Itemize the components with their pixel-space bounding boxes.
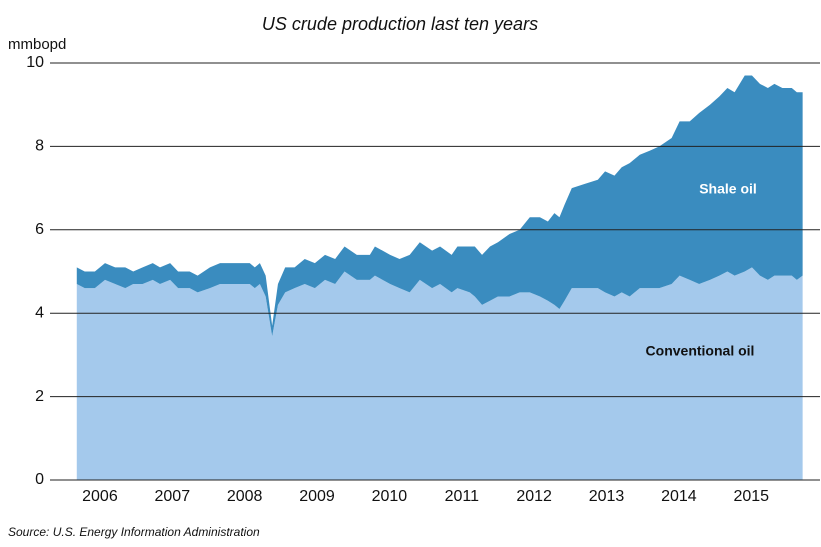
y-axis-label: mmbopd	[8, 36, 66, 53]
y-tick-label: 8	[35, 138, 44, 155]
x-tick-label: 2007	[155, 488, 191, 505]
area	[76, 75, 803, 337]
x-tick-label: 2012	[516, 488, 552, 505]
y-tick-label: 2	[35, 388, 44, 405]
x-tick-label: 2006	[82, 488, 118, 505]
x-tick-label: 2014	[661, 488, 697, 505]
x-tick-label: 2009	[299, 488, 335, 505]
x-tick-label: 2013	[589, 488, 625, 505]
area	[76, 267, 803, 480]
x-tick-label: 2010	[372, 488, 408, 505]
x-tick-label: 2015	[733, 488, 769, 505]
y-tick-label: 6	[35, 221, 44, 238]
x-tick-label: 2011	[445, 488, 480, 505]
series-label: Conventional oil	[646, 343, 755, 359]
y-tick-label: 0	[35, 471, 44, 488]
x-tick-label: 2008	[227, 488, 263, 505]
y-tick-label: 4	[35, 304, 44, 321]
series-label: Shale oil	[699, 181, 757, 197]
source-note: Source: U.S. Energy Information Administ…	[8, 525, 260, 539]
y-tick-label: 10	[26, 54, 44, 71]
chart-title: US crude production last ten years	[262, 14, 538, 34]
